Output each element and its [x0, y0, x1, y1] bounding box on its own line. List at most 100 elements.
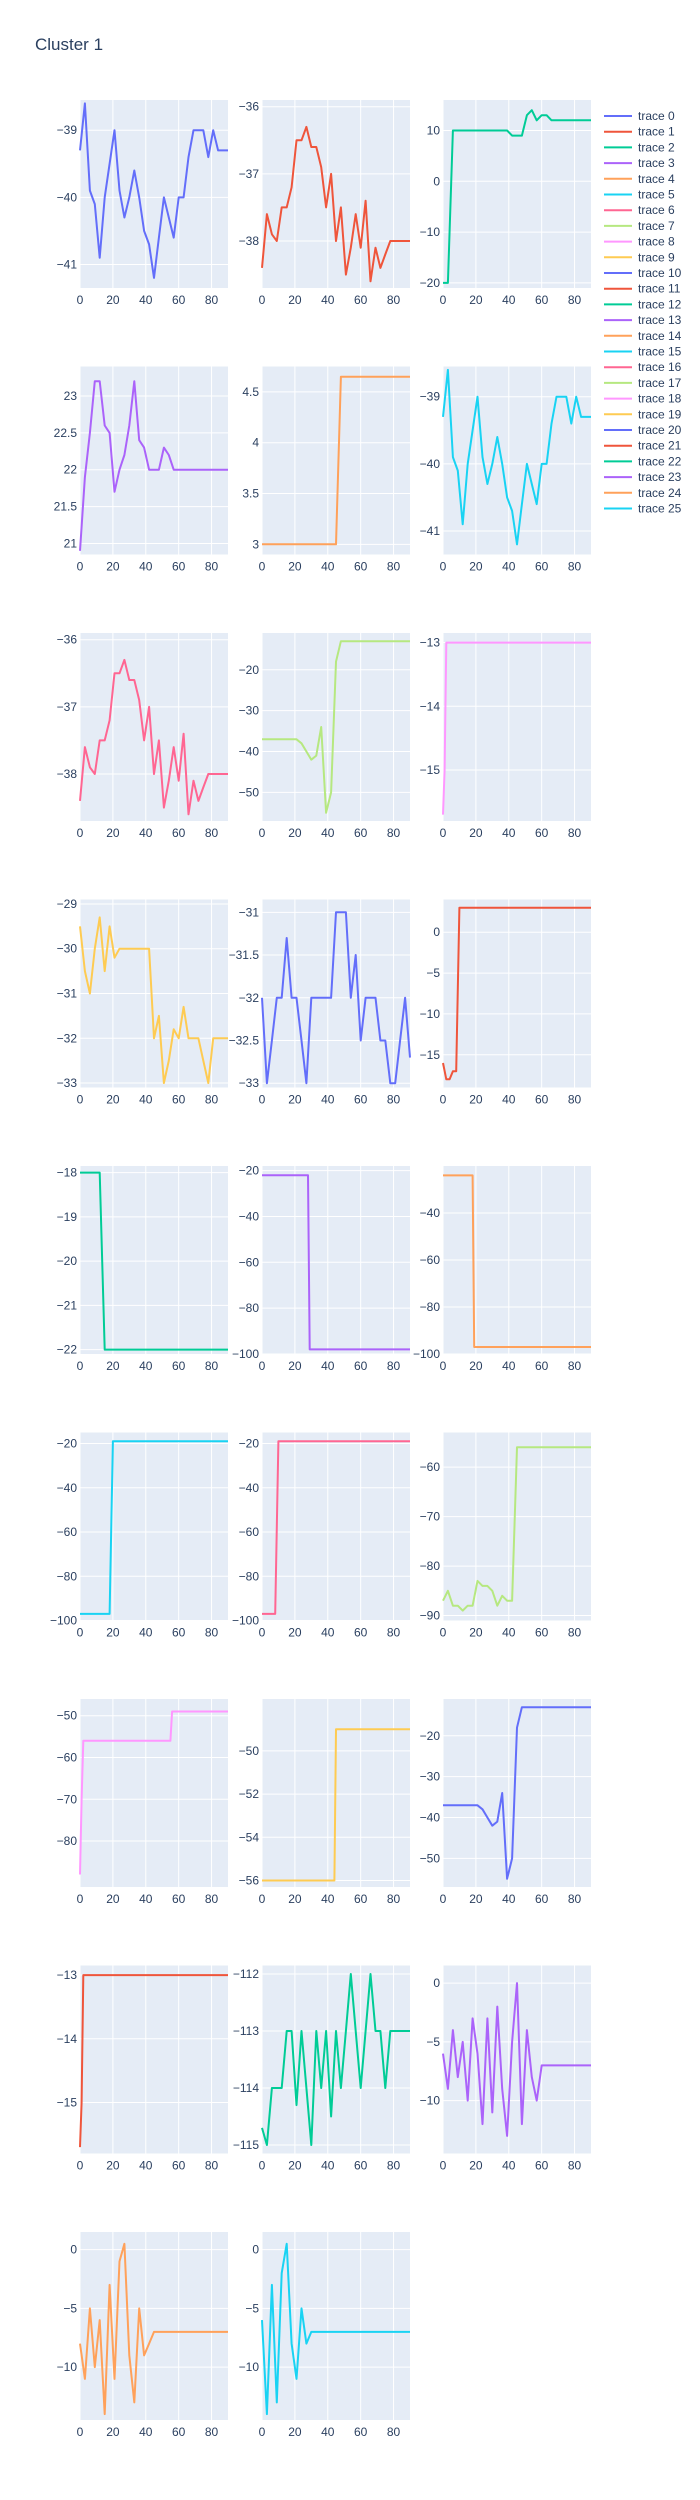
y-tick-label: 0: [433, 174, 440, 188]
legend-item[interactable]: trace 12: [604, 297, 682, 311]
x-tick-label: 80: [568, 826, 582, 840]
legend-item[interactable]: trace 13: [604, 313, 682, 327]
x-tick-label: 20: [469, 826, 483, 840]
plot-background: [443, 633, 591, 821]
x-tick-label: 60: [354, 2159, 368, 2173]
x-tick-label: 80: [205, 2159, 219, 2173]
y-tick-label: −39: [57, 123, 78, 137]
y-tick-label: −14: [420, 699, 441, 713]
y-tick-label: −19: [57, 1210, 78, 1224]
y-tick-label: −13: [420, 636, 441, 650]
legend-item[interactable]: trace 2: [604, 140, 675, 154]
subplot-2: 0 20 40 60 80 −20 −10 0 10: [420, 100, 591, 307]
series-line-trace-17: [442, 1446, 591, 1612]
legend-item[interactable]: trace 10: [604, 266, 682, 280]
legend-label: trace 15: [638, 345, 682, 359]
legend-item[interactable]: trace 7: [604, 219, 675, 233]
x-tick-label: 60: [172, 560, 186, 574]
legend-item[interactable]: trace 4: [604, 172, 675, 186]
legend-item[interactable]: trace 9: [604, 250, 675, 264]
x-tick-label: 40: [502, 560, 516, 574]
x-tick-label: 80: [205, 2425, 219, 2439]
legend-item[interactable]: trace 25: [604, 502, 682, 516]
legend-item[interactable]: trace 17: [604, 376, 682, 390]
legend-item[interactable]: trace 8: [604, 235, 675, 249]
y-tick-label: −18: [57, 1166, 78, 1180]
plot-background: [80, 366, 228, 555]
x-tick-label: 80: [205, 293, 219, 307]
y-tick-label: −10: [57, 2360, 78, 2374]
x-tick-label: 20: [288, 293, 302, 307]
y-tick-label: −70: [420, 1510, 441, 1524]
x-tick-label: 40: [139, 1093, 153, 1107]
legend-item[interactable]: trace 0: [604, 109, 675, 123]
legend-label: trace 21: [638, 439, 682, 453]
x-tick-label: 0: [440, 1093, 447, 1107]
plot-background: [262, 1432, 410, 1621]
y-tick-label: −30: [239, 704, 260, 718]
legend-item[interactable]: trace 1: [604, 125, 675, 139]
y-tick-label: 22: [64, 463, 78, 477]
x-tick-label: 20: [288, 2425, 302, 2439]
y-tick-label: −10: [420, 225, 441, 239]
x-tick-label: 20: [469, 1093, 483, 1107]
y-tick-label: −52: [239, 1787, 260, 1801]
legend-item[interactable]: trace 5: [604, 188, 675, 202]
x-tick-label: 80: [568, 1093, 582, 1107]
x-tick-label: 60: [535, 1626, 549, 1640]
x-tick-label: 60: [354, 1093, 368, 1107]
legend-item[interactable]: trace 16: [604, 360, 682, 374]
x-tick-label: 40: [321, 1359, 335, 1373]
x-tick-label: 80: [387, 2159, 401, 2173]
legend-item[interactable]: trace 21: [604, 439, 682, 453]
series-line-trace-10: [261, 911, 411, 1085]
x-tick-label: 60: [172, 1626, 186, 1640]
legend-item[interactable]: trace 18: [604, 392, 682, 406]
x-tick-label: 20: [106, 560, 120, 574]
legend-item[interactable]: trace 14: [604, 329, 682, 343]
x-tick-label: 40: [139, 1626, 153, 1640]
x-tick-label: 80: [387, 2425, 401, 2439]
x-tick-label: 60: [535, 826, 549, 840]
y-tick-label: 22.5: [54, 426, 78, 440]
y-tick-label: −80: [420, 1300, 441, 1314]
y-tick-label: −33: [57, 1076, 78, 1090]
legend-item[interactable]: trace 3: [604, 156, 675, 170]
legend-item[interactable]: trace 15: [604, 345, 682, 359]
legend-item[interactable]: trace 24: [604, 486, 682, 500]
x-tick-label: 40: [502, 1093, 516, 1107]
subplot-20: 0 20 40 60 80 −50 −40 −30 −20: [420, 1699, 591, 1906]
subplot-5: 0 20 40 60 80 −41 −40 −39: [420, 366, 591, 574]
y-tick-label: −13: [57, 1968, 78, 1982]
y-tick-label: −60: [57, 1525, 78, 1539]
x-tick-label: 0: [77, 1892, 84, 1906]
legend-label: trace 13: [638, 313, 682, 327]
x-tick-label: 60: [354, 1892, 368, 1906]
x-tick-label: 20: [106, 826, 120, 840]
series-line-trace-11: [442, 906, 591, 1081]
plot-background: [80, 2232, 228, 2420]
y-tick-label: −80: [57, 1569, 78, 1583]
x-tick-label: 40: [502, 826, 516, 840]
legend-item[interactable]: trace 22: [604, 454, 682, 468]
x-tick-label: 60: [354, 2425, 368, 2439]
x-tick-label: 40: [321, 1892, 335, 1906]
series-line-trace-22: [261, 1973, 410, 2146]
y-tick-label: −60: [57, 1750, 78, 1764]
y-tick-label: −114: [233, 2081, 259, 2095]
legend-item[interactable]: trace 20: [604, 423, 682, 437]
legend-item[interactable]: trace 11: [604, 282, 681, 296]
legend-item[interactable]: trace 23: [604, 470, 682, 484]
y-tick-label: 0: [433, 925, 440, 939]
x-tick-label: 20: [288, 826, 302, 840]
x-tick-label: 20: [288, 1892, 302, 1906]
y-tick-label: −40: [239, 1481, 260, 1495]
x-tick-label: 20: [288, 1093, 302, 1107]
legend-item[interactable]: trace 6: [604, 203, 675, 217]
x-tick-label: 0: [440, 1359, 447, 1373]
series-line-trace-6: [79, 658, 228, 816]
y-tick-label: −5: [63, 2301, 77, 2315]
legend-item[interactable]: trace 19: [604, 407, 682, 421]
